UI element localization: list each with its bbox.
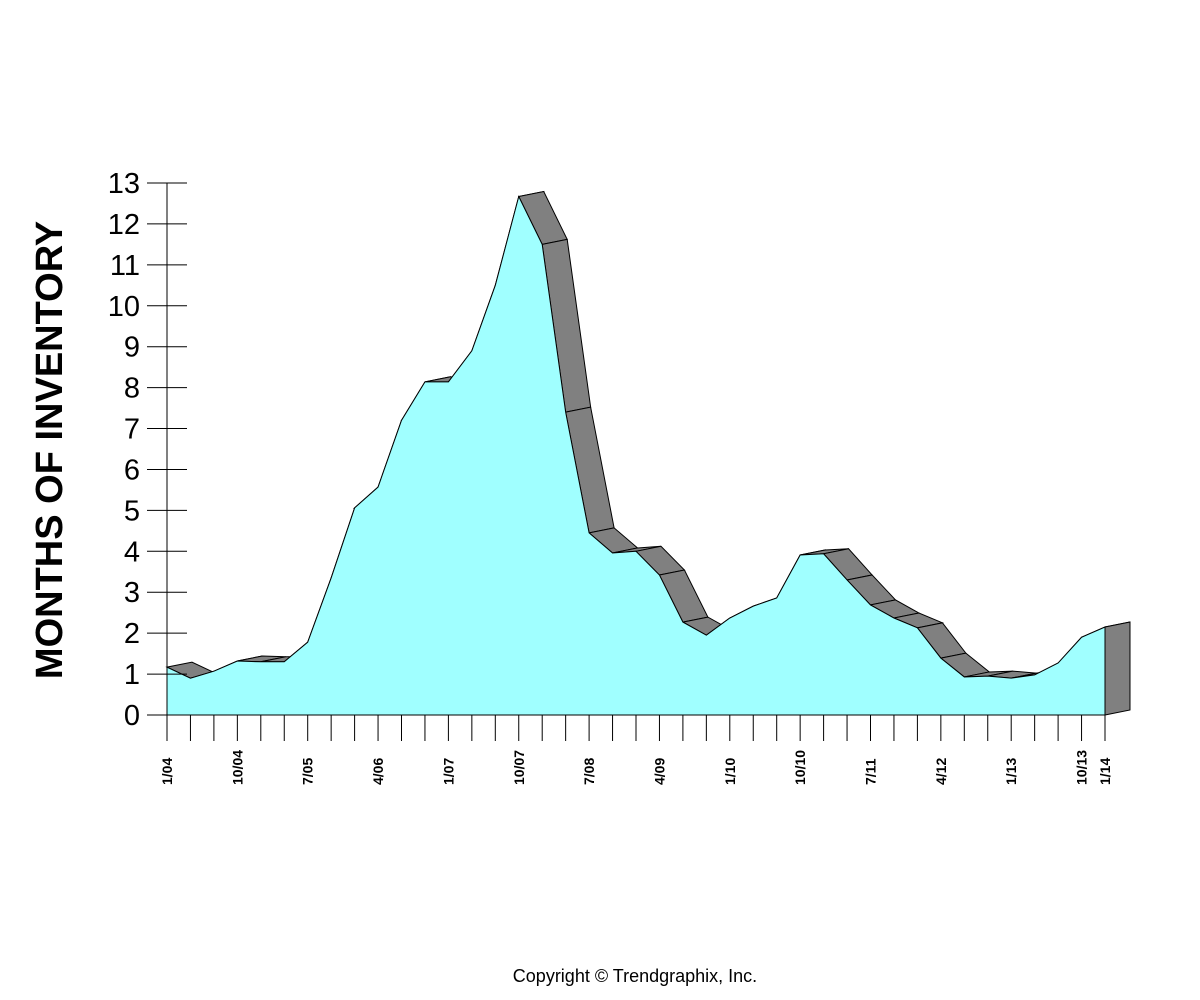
- x-tick-label: 10/04: [229, 750, 245, 785]
- x-tick-label: 1/14: [1097, 758, 1113, 785]
- x-tick-label: 1/10: [722, 758, 738, 785]
- x-tick-label: 7/08: [581, 758, 597, 785]
- x-tick-label: 4/12: [933, 758, 949, 785]
- x-tick-label: 1/04: [159, 758, 175, 785]
- y-tick-label: 6: [124, 454, 140, 486]
- x-tick-label: 1/13: [1003, 758, 1019, 785]
- y-tick-label: 10: [108, 291, 140, 323]
- x-tick-label: 10/13: [1074, 750, 1090, 785]
- x-tick-label: 7/05: [300, 758, 316, 785]
- x-tick-label: 4/09: [651, 758, 667, 785]
- y-axis-title: MONTHS OF INVENTORY: [29, 221, 71, 679]
- y-tick-label: 8: [124, 373, 140, 405]
- x-tick-label: 10/10: [792, 750, 808, 785]
- x-tick-label: 4/06: [370, 758, 386, 785]
- y-tick-label: 11: [110, 250, 140, 282]
- x-tick-label: 7/11: [863, 758, 879, 785]
- y-tick-label: 12: [108, 209, 140, 241]
- y-tick-label: 9: [124, 332, 140, 364]
- y-tick-label: 13: [108, 168, 140, 200]
- x-tick-label: 10/07: [511, 750, 527, 785]
- y-tick-label: 0: [124, 700, 140, 732]
- copyright: Copyright © Trendgraphix, Inc.: [513, 966, 757, 986]
- area-series: [166, 195, 1106, 716]
- y-tick-label: 4: [124, 536, 140, 568]
- y-tick-label: 1: [124, 659, 140, 691]
- y-tick-label: 2: [124, 618, 140, 650]
- x-tick-label: 1/07: [440, 758, 456, 785]
- y-tick-label: 3: [124, 577, 140, 609]
- y-tick-label: 5: [124, 495, 140, 527]
- y-tick-label: 7: [124, 414, 140, 446]
- depth-side-face: [1104, 621, 1131, 716]
